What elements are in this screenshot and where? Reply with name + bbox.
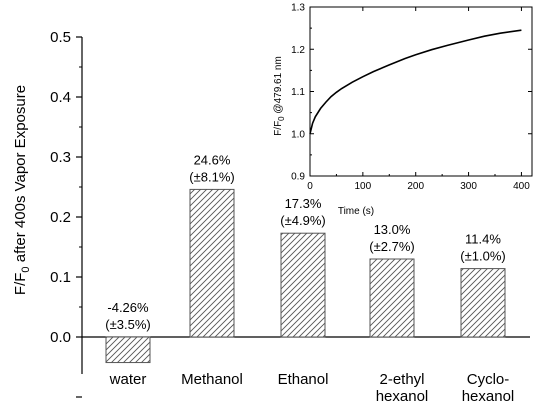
main-data-labels: -4.26% (±3.5%) 24.6% (±8.1%) 17.3% (±4.9%) 13.… (105, 152, 505, 332)
inset-y-tick-label: 0.9 (291, 172, 305, 183)
inset-x-ticks: 0 100 200 300 400 (307, 7, 530, 192)
bar-value-label: 11.4% (465, 232, 501, 247)
bar-error-label: (±1.0%) (460, 249, 505, 264)
category-label-line2: hexanol (462, 388, 515, 404)
inset-x-tick-label: 100 (355, 181, 372, 192)
inset-plot-frame (309, 6, 533, 177)
inset-chart: 0 100 200 300 400 0.9 1.0 1.1 1.2 1.3 Time (s) F… (273, 3, 533, 217)
bar (460, 268, 506, 338)
bar-value-label: -4.26% (107, 300, 149, 315)
main-bars (105, 188, 506, 364)
category-label: Cyclo- (467, 371, 510, 388)
category-label: water (109, 371, 147, 388)
inset-y-tick-label: 1.2 (291, 45, 305, 56)
inset-y-ticks: 0.9 1.0 1.1 1.2 1.3 (291, 3, 532, 183)
main-category-labels: water Methanol Ethanol 2-ethylhexanolCyclo-… (109, 371, 515, 404)
bar (280, 232, 326, 338)
bar-error-label: (±4.9%) (280, 213, 325, 228)
bar-error-label: (±2.7%) (369, 239, 414, 254)
bar-value-label: 24.6% (194, 152, 231, 167)
bar-error-label: (±3.5%) (105, 317, 150, 332)
main-y-axis-label: F/F0 after 400s Vapor Exposure (12, 85, 32, 295)
inset-y-tick-label: 1.1 (291, 87, 305, 98)
inset-y-tick-label: 1.0 (291, 129, 305, 140)
inset-x-tick-label: 300 (460, 181, 477, 192)
main-y-ticks: 0.0 0.1 0.2 0.3 0.4 0.5 (50, 29, 82, 398)
main-y-tick-label: 0.4 (50, 89, 71, 106)
inset-x-axis-label: Time (s) (338, 206, 374, 217)
bar-value-label: 17.3% (285, 196, 322, 211)
main-y-tick-label: 0.2 (50, 209, 71, 226)
bar (189, 188, 235, 338)
category-label: Ethanol (278, 371, 329, 388)
inset-y-axis-label: F/F0 @479.61 nm (273, 56, 286, 136)
main-y-tick-label: 0.3 (50, 149, 71, 166)
inset-x-tick-label: 400 (513, 181, 530, 192)
main-y-tick-label: 0.5 (50, 29, 71, 46)
inset-series-line (309, 29, 522, 134)
bar (369, 258, 415, 338)
inset-y-tick-label: 1.3 (291, 3, 305, 14)
bar-value-label: 13.0% (374, 222, 411, 237)
bar-error-label: (±8.1%) (189, 169, 234, 184)
category-label: Methanol (181, 371, 243, 388)
bar (105, 336, 151, 364)
inset-x-tick-label: 0 (307, 181, 313, 192)
inset-x-tick-label: 200 (407, 181, 424, 192)
category-label-line2: hexanol (376, 388, 429, 404)
category-label: 2-ethyl (379, 371, 424, 388)
main-y-tick-label: 0.0 (50, 329, 71, 346)
main-y-tick-label: 0.1 (50, 269, 71, 286)
